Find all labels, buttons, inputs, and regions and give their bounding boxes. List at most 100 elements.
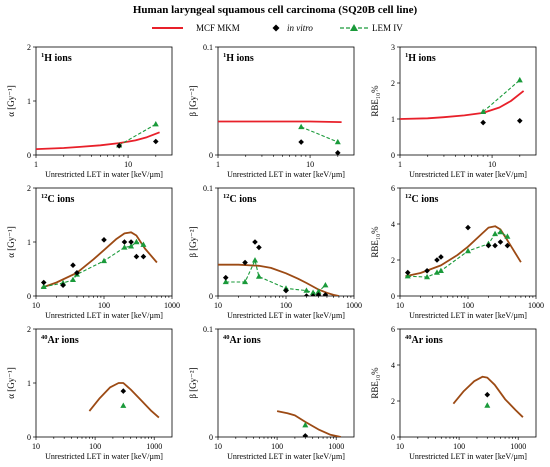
y-tick-label: 0	[209, 292, 213, 301]
lem-iv-point	[222, 278, 229, 285]
legend-lem-label: LEM IV	[372, 23, 403, 33]
x-tick-label: 1000	[510, 442, 526, 451]
panel-frame	[217, 46, 355, 156]
y-axis-label: α [Gy⁻¹]	[6, 85, 16, 116]
y-tick-label: 4	[391, 220, 395, 229]
lem-iv-point	[484, 402, 491, 408]
x-tick-label: 100	[89, 442, 101, 451]
in-vitro-point	[310, 293, 316, 296]
panel-plot-area	[404, 224, 522, 280]
y-tick-label: 1	[27, 379, 31, 388]
chart-title: Human laryngeal squamous cell carcinoma …	[133, 4, 418, 16]
panel-ion-title: 1H ions	[41, 52, 72, 64]
lem-iv-point	[480, 108, 487, 114]
x-tick-label: 1000	[146, 442, 162, 451]
lem-iv-point	[242, 278, 249, 285]
panel-frame	[399, 46, 537, 156]
lem-iv-point	[516, 76, 523, 83]
x-tick-label: 100	[453, 442, 465, 451]
in-vitro-point	[60, 282, 66, 288]
lem-iv-line	[482, 79, 521, 113]
x-tick-label: 10	[396, 442, 404, 451]
in-vitro-point	[298, 139, 304, 145]
in-vitro-point	[322, 292, 329, 296]
y-tick-label: 0	[391, 433, 395, 442]
y-tick-label: 0	[209, 433, 213, 442]
panel-plot-area	[218, 239, 340, 296]
panel-plot-area	[218, 120, 342, 155]
panel-plot-area	[36, 121, 160, 150]
x-tick-label: 1	[398, 160, 402, 169]
y-tick-label: 0	[391, 292, 395, 301]
panel-ion-title: 12C ions	[41, 193, 75, 205]
in-vitro-point	[133, 253, 140, 260]
panel-frame	[35, 328, 173, 438]
in-vitro-point	[256, 244, 262, 251]
lem-iv-point	[465, 247, 471, 254]
legend: MCF MKM in vitro LEM IV	[152, 23, 403, 33]
lem-iv-point	[322, 282, 329, 288]
y-tick-label: 3	[391, 43, 395, 52]
y-axis-label: RBE₁₀%	[370, 85, 380, 117]
in-vitro-point	[492, 242, 498, 249]
x-tick-label: 100	[98, 301, 110, 310]
lem-iv-point	[255, 273, 262, 279]
panel-plot-area	[40, 231, 158, 290]
legend-mcf-label: MCF MKM	[196, 23, 240, 33]
in-vitro-point	[70, 262, 76, 269]
legend-lem-marker	[350, 24, 358, 31]
panel-frame	[399, 328, 537, 438]
lem-iv-point	[497, 228, 504, 235]
in-vitro-point	[504, 242, 511, 249]
lem-iv-point	[334, 138, 341, 145]
in-vitro-point	[252, 239, 258, 245]
x-tick-label: 10	[32, 442, 40, 451]
in-vitro-point	[120, 388, 127, 394]
y-tick-label: 2	[391, 79, 395, 88]
y-axis-label: β [Gy⁻²]	[188, 85, 198, 116]
y-tick-label: 0.1	[203, 184, 213, 193]
y-tick-label: 0	[391, 151, 395, 160]
mcf-mkm-curve	[218, 120, 342, 123]
x-tick-label: 10	[32, 301, 40, 310]
y-tick-label: 1	[27, 238, 31, 247]
in-vitro-point	[101, 237, 107, 243]
lem-iv-point	[101, 257, 107, 264]
panel-plot-area	[88, 382, 160, 419]
lem-iv-point	[315, 288, 322, 294]
lem-iv-point	[424, 273, 431, 280]
in-vitro-point	[152, 138, 159, 145]
y-tick-label: 2	[27, 184, 31, 193]
lem-iv-point	[140, 241, 147, 247]
y-tick-label: 4	[391, 361, 395, 370]
in-vitro-point	[497, 239, 504, 245]
y-axis-label: α [Gy⁻¹]	[6, 226, 16, 257]
lem-iv-point	[120, 402, 127, 408]
lem-iv-point	[302, 421, 309, 428]
in-vitro-point	[128, 239, 134, 245]
in-vitro-point	[485, 242, 492, 249]
x-axis-label: Unrestricted LET in water [keV/µm]	[45, 170, 163, 179]
in-vitro-point	[302, 433, 309, 437]
in-vitro-point	[438, 254, 444, 260]
in-vitro-point	[434, 257, 440, 263]
panel-ion-title: 40Ar ions	[41, 334, 79, 346]
y-tick-label: 2	[27, 325, 31, 334]
panel-frame	[399, 187, 537, 297]
x-tick-label: 1	[216, 160, 220, 169]
x-axis-label: Unrestricted LET in water [keV/µm]	[409, 170, 527, 179]
lem-iv-point	[133, 238, 140, 245]
x-axis-label: Unrestricted LET in water [keV/µm]	[227, 170, 345, 179]
mcf-mkm-curve	[452, 375, 524, 418]
panel-plot-area	[452, 375, 524, 418]
panel-ion-title: 12C ions	[405, 193, 439, 205]
x-tick-label: 1000	[328, 442, 344, 451]
x-axis-label: Unrestricted LET in water [keV/µm]	[227, 311, 345, 320]
mcf-mkm-curve	[41, 231, 158, 289]
x-tick-label: 100	[280, 301, 292, 310]
